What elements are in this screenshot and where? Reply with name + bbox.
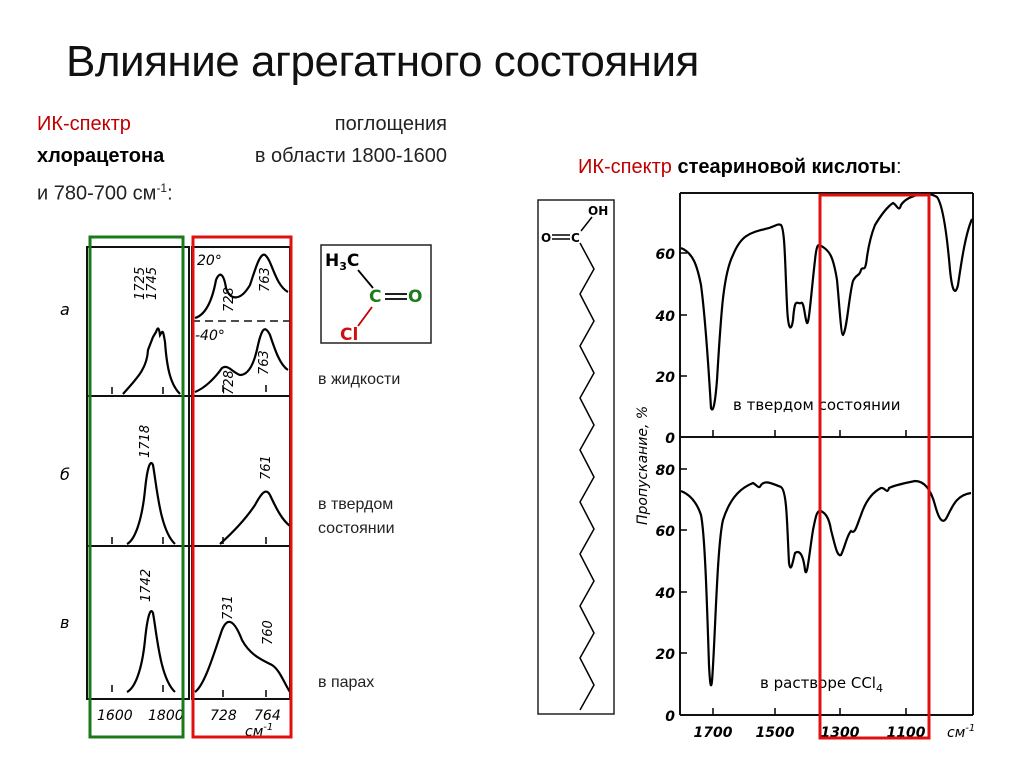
- state-solid-1: в твердом: [318, 496, 394, 513]
- y-tick-bottom-40: 40: [655, 586, 676, 602]
- peak-763-top: 763: [258, 267, 273, 292]
- carbonyl-oxygen: O: [408, 287, 422, 307]
- peak-1718: 1718: [138, 425, 153, 458]
- stearic-acid-structure: OH O C: [537, 199, 615, 715]
- y-tick-top-20: 20: [656, 370, 676, 386]
- temp-minus-40: -40°: [195, 328, 225, 344]
- compound-name: хлорацетона: [37, 145, 165, 167]
- chloroacetone-description: ИК-спектр поглощения хлорацетона в облас…: [37, 108, 447, 210]
- temp-20: 20°: [197, 253, 222, 269]
- peak-731: 731: [221, 595, 236, 620]
- ir-spectrum-label: ИК-спектр: [37, 113, 131, 135]
- absorption-word: поглощения: [334, 113, 447, 135]
- y-tick-bottom-0: 0: [665, 709, 675, 725]
- alkyl-chain: [579, 242, 595, 711]
- region-text: в области 1800-1600: [254, 145, 447, 167]
- y-tick-bottom-20: 20: [656, 647, 676, 663]
- red-highlight-box-right: [818, 193, 931, 740]
- x-unit-right: см-1: [947, 723, 975, 740]
- state-solution-label: в растворе CCl4: [760, 674, 883, 695]
- colon-2: :: [896, 156, 902, 178]
- row-label-a: а: [60, 300, 70, 319]
- carbonyl-carbon: C: [369, 287, 381, 307]
- peak-728-top: 728: [222, 287, 237, 312]
- unit-superscript: -1: [156, 181, 168, 195]
- peak-761: 761: [259, 455, 274, 480]
- carbonyl-oxygen-2: O: [541, 231, 551, 245]
- region-text-2: и 780-700 см: [37, 182, 157, 205]
- compound-name-2: стеариновой кислоты: [677, 156, 897, 178]
- y-tick-top-60: 60: [656, 247, 676, 263]
- hydroxyl-group: OH: [588, 204, 608, 218]
- peak-760: 760: [261, 620, 276, 645]
- peak-1725: 1725: [133, 267, 148, 300]
- y-tick-bottom-60: 60: [656, 524, 676, 540]
- carboxyl-carbon: C: [571, 231, 580, 245]
- state-liquid: в жидкости: [318, 371, 401, 388]
- colon: :: [167, 182, 173, 205]
- state-solid-label: в твердом состоянии: [733, 396, 900, 414]
- y-tick-top-0: 0: [665, 431, 675, 447]
- stearic-acid-description: ИК-спектр стеариновой кислоты:: [578, 153, 902, 181]
- state-solid-2: состоянии: [318, 520, 395, 537]
- slide-title: Влияние агрегатного состояния: [66, 37, 699, 86]
- stearic-acid-spectra: 60 40 20 0 80 60 40 20 0 Пропускание, % …: [635, 192, 975, 740]
- y-axis-label: Пропускание, %: [635, 406, 651, 525]
- x-tick-1500: 1500: [756, 725, 795, 740]
- peak-763-bottom: 763: [257, 350, 272, 375]
- x-tick-1700: 1700: [694, 725, 733, 740]
- state-vapor: в парах: [318, 674, 375, 691]
- row-label-b: б: [60, 465, 70, 484]
- ccl4-solution-spectrum: [680, 479, 972, 687]
- ir-spectrum-label-2: ИК-спектр: [578, 156, 672, 178]
- peak-1745: 1745: [145, 267, 160, 300]
- x-tick-1800: 1800: [148, 708, 184, 724]
- x-tick-1300: 1300: [821, 725, 860, 740]
- row-label-c: в: [60, 613, 69, 632]
- x-tick-764: 764: [254, 708, 281, 724]
- chloroacetone-spectra-figure: а б в 1725 1745 728 763 728 763 1718: [60, 235, 293, 740]
- peak-1742: 1742: [139, 569, 154, 602]
- red-highlight-box: [191, 235, 293, 739]
- methyl-group: H3C: [325, 251, 359, 273]
- chloroacetone-structure: H3C C O Cl: [320, 244, 432, 344]
- x-tick-728: 728: [210, 708, 237, 724]
- chlorine-atom: Cl: [340, 325, 358, 344]
- x-tick-1600: 1600: [97, 708, 133, 724]
- spectrum-curves: [122, 253, 291, 693]
- peak-728-bottom: 728: [222, 370, 237, 395]
- y-tick-bottom-80: 80: [656, 463, 676, 479]
- x-tick-1100: 1100: [887, 725, 926, 740]
- green-highlight-box: [88, 235, 185, 739]
- y-tick-top-40: 40: [655, 309, 676, 325]
